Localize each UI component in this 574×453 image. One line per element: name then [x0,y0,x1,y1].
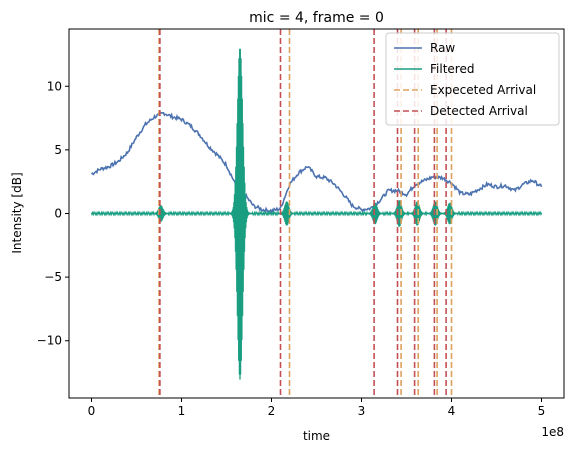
legend-label-filtered: Filtered [430,62,474,76]
x-tick-label: 5 [538,404,546,418]
x-tick-label: 0 [88,404,96,418]
y-tick-label: −5 [44,270,62,284]
x-tick-label: 2 [268,404,276,418]
y-axis-label: Intensity [dB] [10,172,24,253]
x-axis-label: time [303,429,330,443]
legend-label-raw: Raw [430,41,455,55]
y-tick-label: 0 [54,207,62,221]
chart-title: mic = 4, frame = 0 [249,10,384,26]
legend-label-detected-arrival: Detected Arrival [430,104,528,118]
x-axis: 0 1 2 3 4 5 [88,398,546,418]
y-tick-label: 10 [47,79,62,93]
plot-area [90,29,543,398]
series-line-filtered [90,48,543,380]
legend: Raw Filtered Expeceted Arrival Detected Arr… [385,32,560,126]
y-tick-label: −10 [37,334,62,348]
x-tick-label: 3 [358,404,366,418]
x-tick-label: 1 [178,404,186,418]
y-axis: −10 −5 0 5 10 [37,79,69,348]
legend-label-expected-arrival: Expeceted Arrival [430,83,536,97]
x-tick-label: 4 [448,404,456,418]
series-line-raw [90,111,543,214]
x-axis-offset-label: 1e8 [541,425,564,439]
y-tick-label: 5 [54,143,62,157]
legend-box [385,32,560,126]
